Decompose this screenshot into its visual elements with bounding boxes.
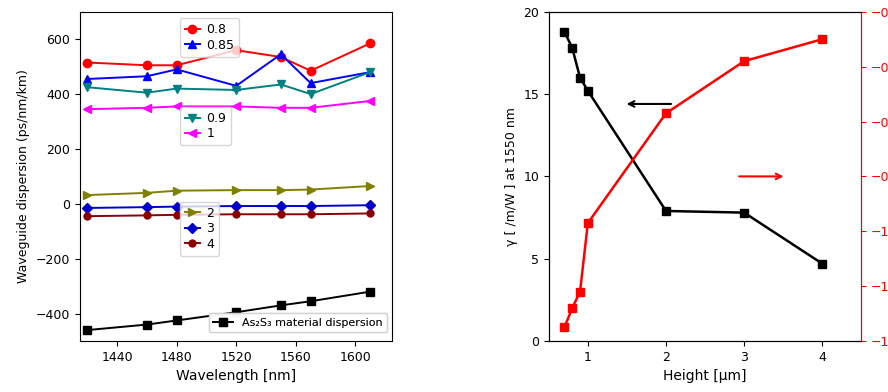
0.85: [82, 76, 92, 81]
Line: 2: 2: [83, 182, 375, 199]
As₂S₃ material dispersion: [82, 328, 92, 332]
2: [231, 188, 242, 192]
4: [305, 212, 316, 217]
3: [171, 204, 182, 209]
Line: As₂S₃ material dispersion: As₂S₃ material dispersion: [83, 287, 375, 334]
4: [365, 211, 376, 216]
4: [231, 212, 242, 217]
0.9: [305, 92, 316, 96]
3: [231, 204, 242, 209]
Line: 3: 3: [83, 202, 374, 211]
Y-axis label: γ [ /m/W ] at 1550 nm: γ [ /m/W ] at 1550 nm: [504, 107, 518, 246]
3: [305, 204, 316, 209]
1: [365, 98, 376, 103]
0.8: [365, 41, 376, 45]
As₂S₃ material dispersion: [275, 303, 286, 308]
0.8: [305, 68, 316, 73]
2: [275, 188, 286, 192]
2: [365, 183, 376, 188]
3: [82, 205, 92, 210]
3: [141, 205, 152, 209]
1: [82, 107, 92, 111]
1: [305, 105, 316, 110]
0.9: [82, 85, 92, 90]
0.9: [231, 87, 242, 92]
0.85: [231, 83, 242, 88]
0.9: [275, 82, 286, 87]
As₂S₃ material dispersion: [171, 318, 182, 323]
Y-axis label: Waveguide dispersion (ps/nm/km): Waveguide dispersion (ps/nm/km): [17, 69, 30, 283]
0.8: [275, 54, 286, 59]
Line: 0.9: 0.9: [83, 68, 375, 98]
4: [82, 214, 92, 219]
0.9: [365, 70, 376, 74]
1: [275, 105, 286, 110]
As₂S₃ material dispersion: [141, 322, 152, 327]
Legend: As₂S₃ material dispersion: As₂S₃ material dispersion: [209, 313, 387, 332]
As₂S₃ material dispersion: [365, 289, 376, 294]
0.85: [171, 67, 182, 72]
4: [171, 212, 182, 217]
2: [171, 188, 182, 193]
Line: 0.8: 0.8: [83, 39, 375, 75]
0.85: [305, 81, 316, 85]
As₂S₃ material dispersion: [305, 299, 316, 303]
0.8: [171, 63, 182, 67]
Line: 0.85: 0.85: [83, 50, 375, 90]
0.8: [231, 48, 242, 53]
X-axis label: Wavelength [nm]: Wavelength [nm]: [176, 369, 297, 383]
2: [305, 187, 316, 192]
0.85: [141, 74, 152, 78]
0.85: [365, 70, 376, 74]
As₂S₃ material dispersion: [231, 310, 242, 314]
0.8: [82, 60, 92, 65]
4: [141, 213, 152, 218]
1: [231, 104, 242, 109]
4: [275, 212, 286, 217]
3: [275, 204, 286, 209]
Line: 4: 4: [83, 210, 374, 220]
2: [82, 193, 92, 198]
X-axis label: Height [μm]: Height [μm]: [663, 369, 747, 383]
0.9: [141, 90, 152, 95]
Line: 1: 1: [83, 97, 375, 113]
0.85: [275, 52, 286, 56]
0.9: [171, 86, 182, 91]
1: [171, 104, 182, 109]
3: [365, 203, 376, 208]
2: [141, 191, 152, 195]
0.8: [141, 63, 152, 67]
1: [141, 105, 152, 110]
